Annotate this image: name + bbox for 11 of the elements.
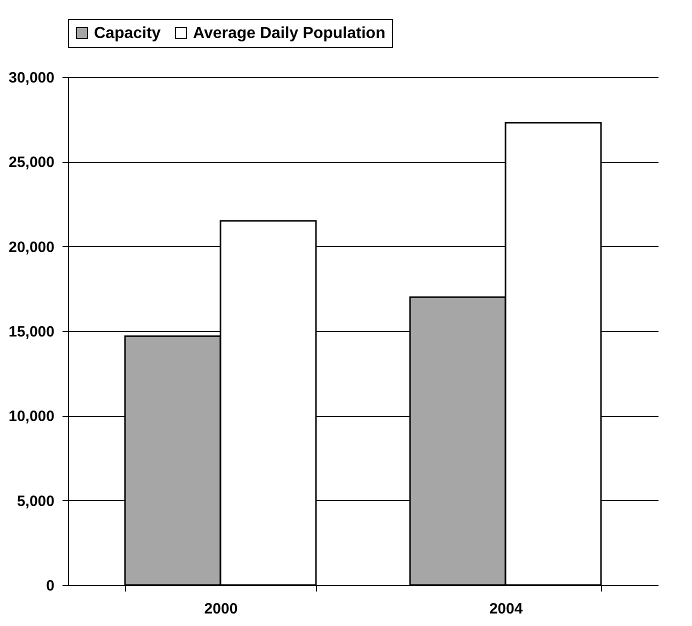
y-tick-label: 0 [46, 578, 54, 594]
y-tick-label: 15,000 [8, 324, 54, 340]
y-tick-label: 5,000 [16, 492, 54, 510]
x-tick-label: 2000 [204, 600, 238, 618]
legend-label: Average Daily Population [193, 25, 386, 42]
y-tick-label: 10,000 [8, 408, 54, 426]
y-tick-label: 30,000 [8, 70, 54, 86]
legend-label: Capacity [94, 25, 161, 42]
y-tick-label: 20,000 [8, 238, 54, 256]
y-tick-label: 25,000 [8, 154, 54, 172]
x-tick-label: 2004 [489, 600, 524, 618]
